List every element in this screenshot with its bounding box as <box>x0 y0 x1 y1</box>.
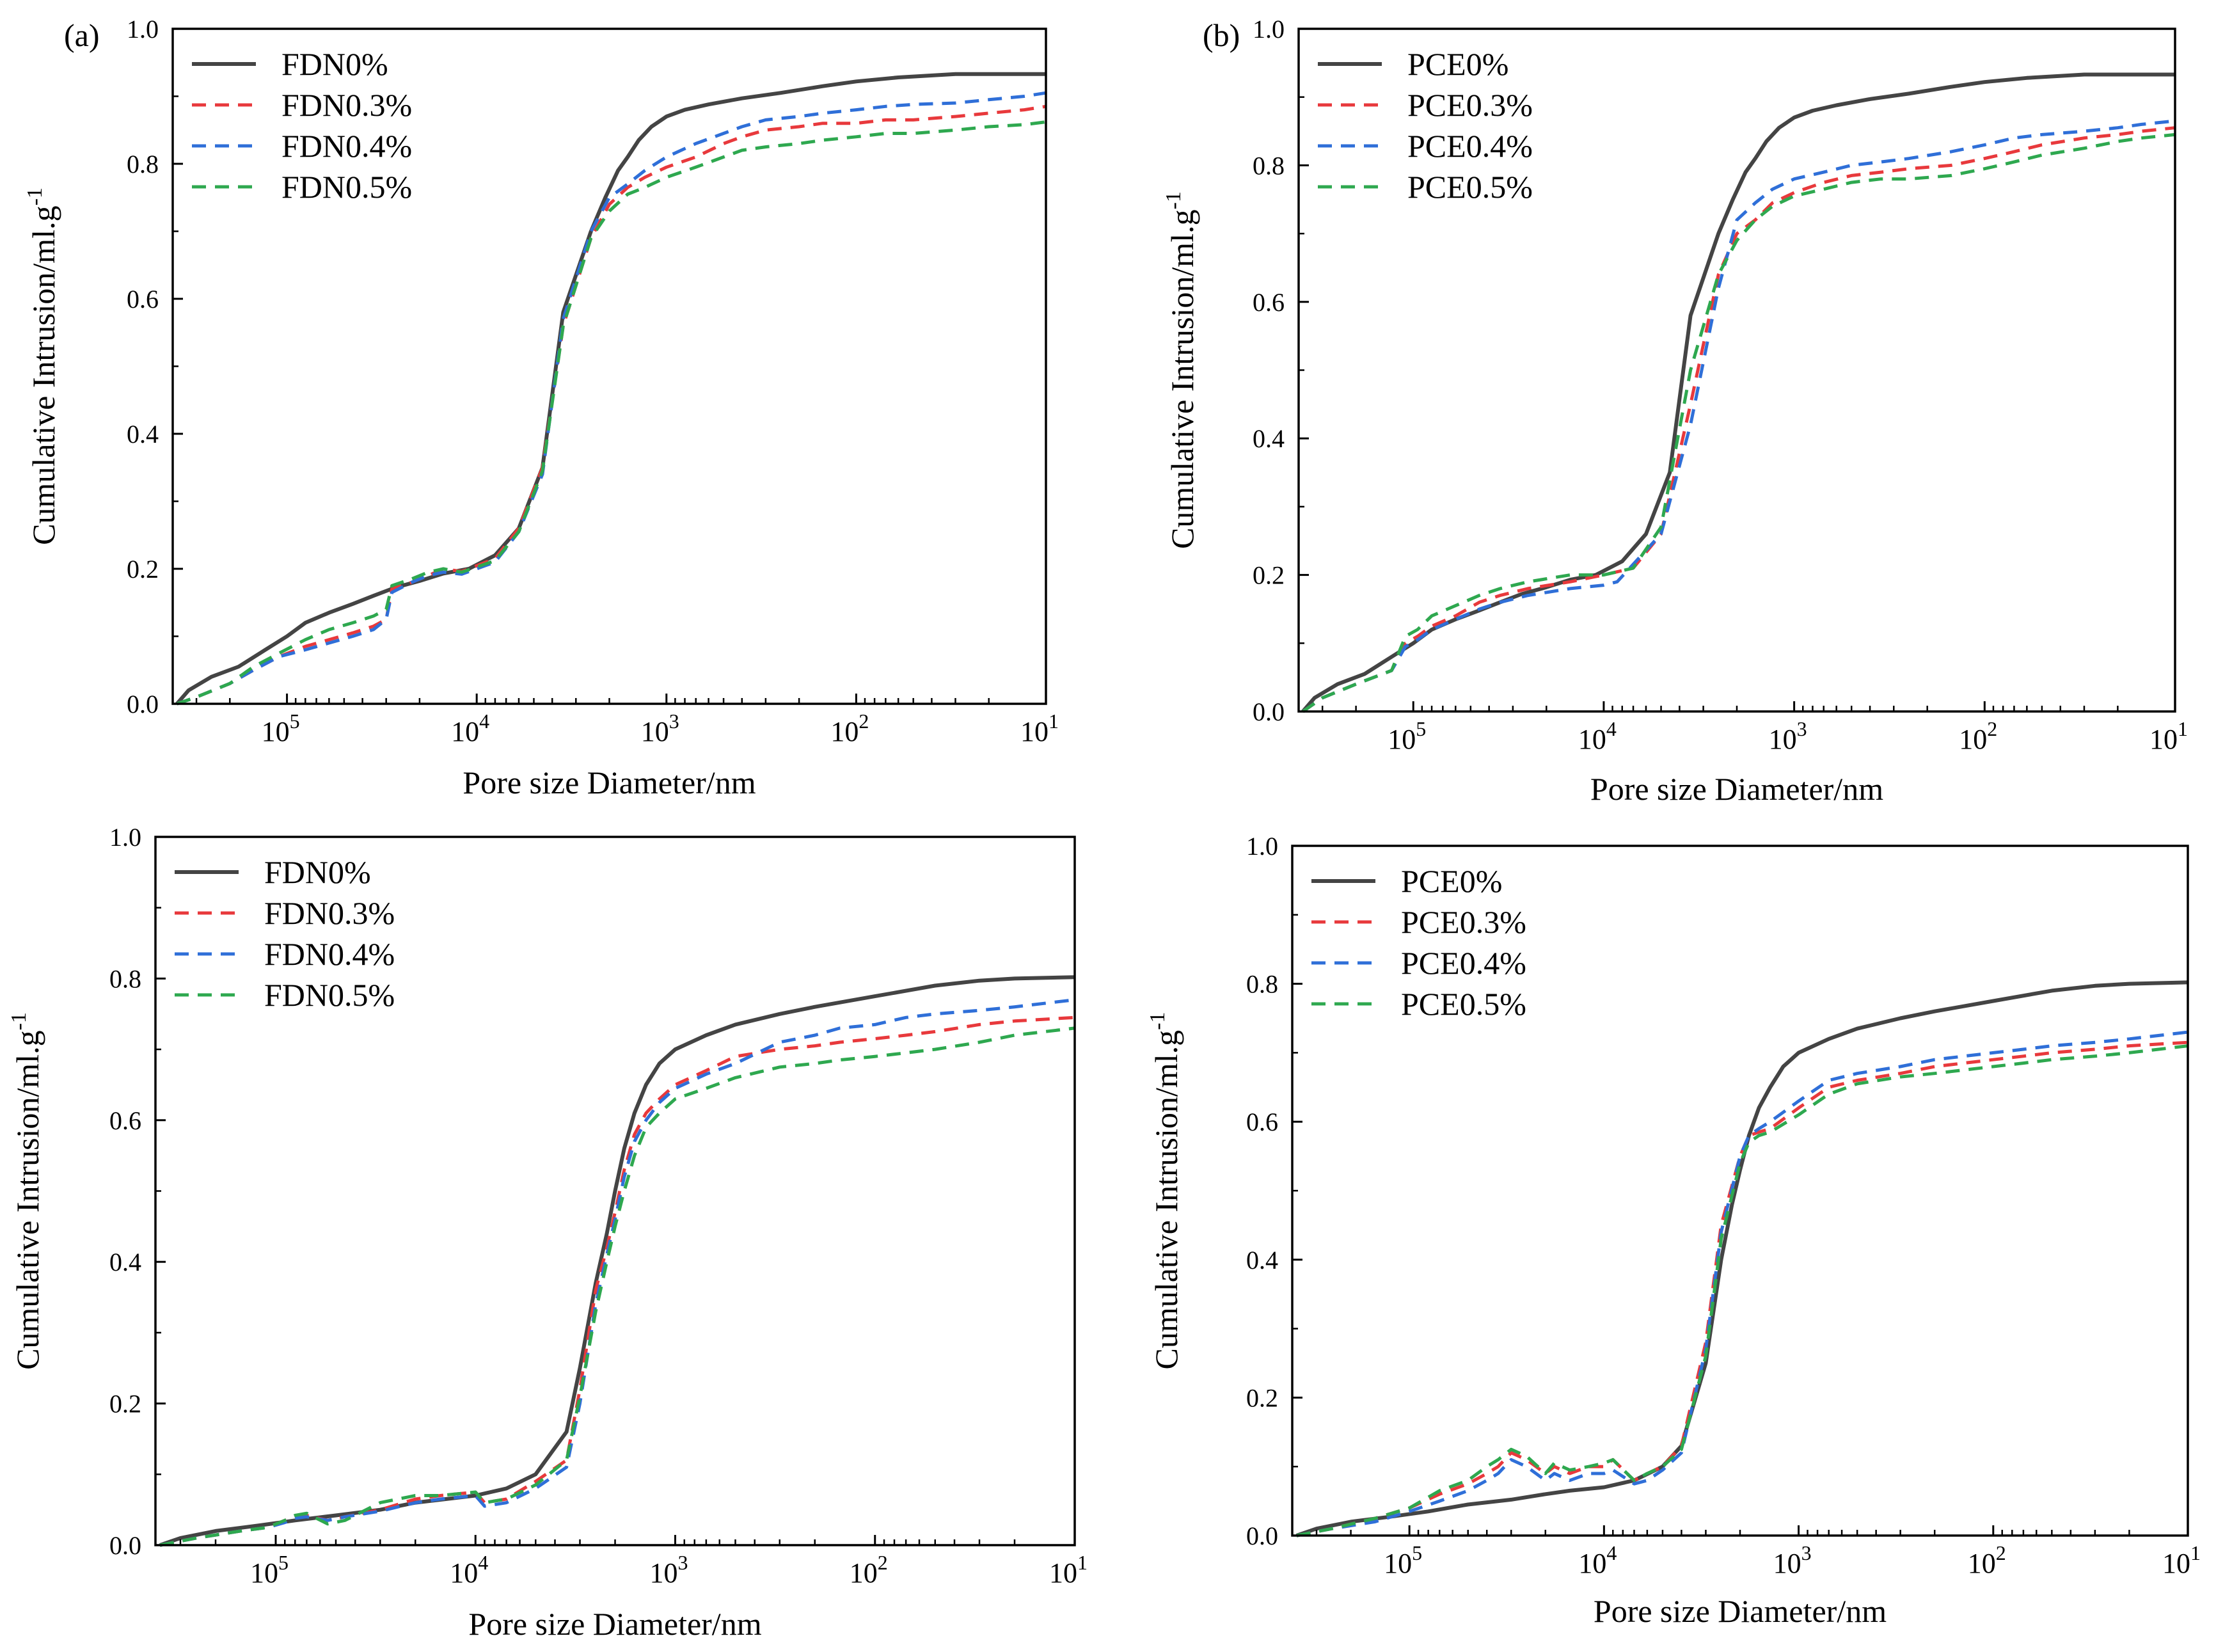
x-axis-label: Pore size Diameter/nm <box>463 765 756 800</box>
y-tick-label: 0.8 <box>1246 970 1278 999</box>
x-axis-label: Pore size Diameter/nm <box>1594 1593 1887 1629</box>
y-tick-label: 0.4 <box>1246 1246 1278 1275</box>
x-tick-label: 103 <box>1769 717 1807 755</box>
y-tick-label: 1.0 <box>109 823 141 852</box>
legend-label: FDN0.3% <box>264 895 395 931</box>
x-tick-label: 102 <box>1968 1541 2006 1579</box>
x-tick-label: 103 <box>641 710 679 747</box>
y-tick-label: 0.2 <box>127 555 159 584</box>
plot-area <box>175 72 1047 706</box>
y-tick-label: 0.6 <box>1246 1108 1278 1136</box>
y-tick-label: 0.6 <box>127 285 159 314</box>
x-axis-label: Pore size Diameter/nm <box>468 1606 761 1642</box>
x-tick-label: 104 <box>451 710 489 747</box>
x-tick-label: 105 <box>1384 1541 1422 1579</box>
plot-area <box>1301 72 2176 713</box>
x-tick-label: 104 <box>1578 1541 1617 1579</box>
chart-panel-d: 0.0 0.2 0.4 0.6 0.8 1.0 105 104 103 102 101 Pore si… <box>1146 832 2201 1629</box>
x-tick-label: 101 <box>1049 1551 1088 1589</box>
y-tick-label: 0.4 <box>127 420 159 449</box>
legend-label: PCE0% <box>1407 46 1508 82</box>
y-tick-label: 0.0 <box>1253 697 1285 726</box>
x-tick-label: 103 <box>649 1551 688 1589</box>
y-tick-label: 0.2 <box>1246 1383 1278 1412</box>
x-tick-label: 101 <box>2162 1541 2201 1579</box>
y-tick-label: 0.4 <box>1253 424 1285 453</box>
y-tick-label: 0.0 <box>1246 1521 1278 1550</box>
y-tick-label: 1.0 <box>1253 15 1285 44</box>
x-tick-label: 102 <box>850 1551 888 1589</box>
legend-label: PCE0.3% <box>1407 87 1533 123</box>
legend: PCE0% PCE0.3% PCE0.4% PCE0.5% <box>1318 46 1533 205</box>
legend-label: FDN0.4% <box>281 128 412 164</box>
y-tick-label: 1.0 <box>1246 832 1278 861</box>
y-axis-label: Cumulative Intrusion/ml.g-1 <box>1162 191 1200 549</box>
legend-label: FDN0.5% <box>281 169 412 205</box>
series-line-3 <box>1296 1044 2188 1537</box>
x-tick-label: 104 <box>1578 717 1617 755</box>
x-tick-label: 101 <box>1020 710 1059 747</box>
x-tick-label: 105 <box>250 1551 289 1589</box>
y-axis-label: Cumulative Intrusion/ml.g-1 <box>1146 1012 1184 1370</box>
legend-label: FDN0.4% <box>264 936 395 972</box>
series-line-2 <box>1302 119 2176 713</box>
legend-label: PCE0.4% <box>1401 945 1526 981</box>
x-tick-label: 103 <box>1773 1541 1812 1579</box>
y-tick-label: 0.8 <box>127 150 159 179</box>
legend-label: FDN0% <box>281 46 388 82</box>
x-tick-label: 104 <box>450 1551 488 1589</box>
y-tick-label: 0.8 <box>109 964 141 993</box>
x-tick-label: 105 <box>262 710 300 747</box>
series-line-3 <box>176 120 1047 706</box>
y-tick-label: 0.6 <box>1253 288 1285 317</box>
y-tick-label: 0.2 <box>1253 561 1285 590</box>
legend-label: PCE0.5% <box>1407 169 1533 205</box>
x-tick-label: 105 <box>1388 717 1426 755</box>
series-line-2 <box>176 91 1047 706</box>
panel-letter: (a) <box>64 17 100 53</box>
y-tick-label: 0.6 <box>109 1106 141 1135</box>
legend-label: PCE0.4% <box>1407 128 1533 164</box>
panel-letter: (b) <box>1203 17 1240 53</box>
y-axis-label: Cumulative Intrusion/ml.g-1 <box>23 187 61 545</box>
y-tick-label: 0.4 <box>109 1248 141 1276</box>
y-tick-label: 0.0 <box>109 1531 141 1560</box>
series-line-2 <box>1296 1030 2188 1537</box>
chart-panel-a: 0.0 0.2 0.4 0.6 0.8 1.0 105 104 103 102 101 Pore si… <box>23 15 1059 800</box>
chart-panel-c: 0.0 0.2 0.4 0.6 0.8 1.0 105 104 103 102 101 Pore si… <box>7 823 1088 1642</box>
legend-label: PCE0.3% <box>1401 904 1526 940</box>
chart-panel-b: 0.0 0.2 0.4 0.6 0.8 1.0 105 104 103 102 101 Pore si… <box>1162 15 2188 807</box>
x-tick-label: 102 <box>830 710 869 747</box>
legend-label: FDN0.5% <box>264 977 395 1013</box>
plot-area <box>159 975 1075 1547</box>
y-axis-label: Cumulative Intrusion/ml.g-1 <box>7 1012 45 1370</box>
series-line-0 <box>1295 980 2188 1537</box>
y-tick-label: 0.2 <box>109 1390 141 1418</box>
x-tick-label: 102 <box>1959 717 1997 755</box>
legend-label: FDN0.3% <box>281 87 412 123</box>
legend: FDN0% FDN0.3% FDN0.4% FDN0.5% <box>175 854 395 1013</box>
series-line-3 <box>159 1026 1075 1547</box>
legend: FDN0% FDN0.3% FDN0.4% FDN0.5% <box>192 46 412 205</box>
x-axis-label: Pore size Diameter/nm <box>1590 771 1883 807</box>
legend-label: PCE0% <box>1401 863 1502 899</box>
y-tick-label: 1.0 <box>127 15 159 44</box>
series-line-0 <box>175 72 1046 705</box>
y-tick-label: 0.8 <box>1253 151 1285 180</box>
x-tick-label: 101 <box>2149 717 2188 755</box>
y-tick-label: 0.0 <box>127 690 159 719</box>
series-line-0 <box>159 975 1075 1547</box>
legend-label: PCE0.5% <box>1401 986 1526 1022</box>
legend: PCE0% PCE0.3% PCE0.4% PCE0.5% <box>1311 863 1526 1022</box>
series-line-1 <box>1302 126 2176 713</box>
series-line-2 <box>159 998 1075 1547</box>
series-line-1 <box>176 104 1047 706</box>
legend-label: FDN0% <box>264 854 371 890</box>
plot-area <box>1295 980 2188 1537</box>
